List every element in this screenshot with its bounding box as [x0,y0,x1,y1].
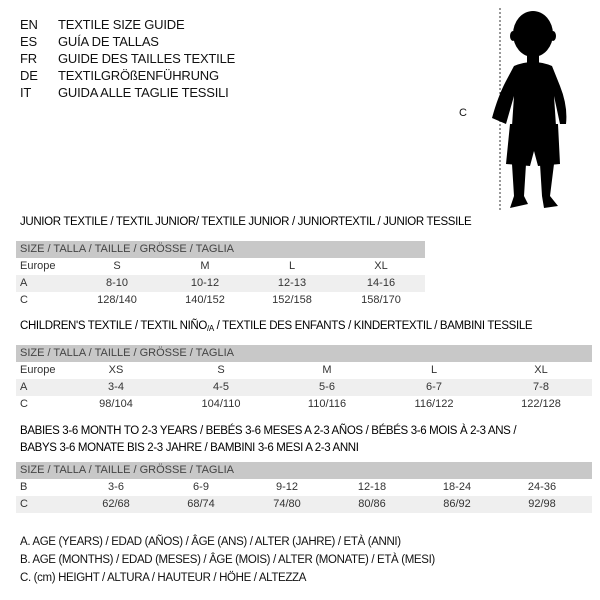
table-cell: 152/158 [272,294,312,306]
table-row: C 98/104 104/110 110/116 116/122 122/128 [16,396,592,413]
table-cell: 98/104 [99,398,133,410]
table-cell: 116/122 [414,398,454,410]
table-cell: 12-18 [357,481,387,493]
babies-size-table: SIZE / TALLA / TAILLE / GRÖSSE / TAGLIA B… [16,462,592,513]
row-label: C [20,294,28,306]
table-cell: 9-12 [275,481,299,493]
table-cell: L [288,260,296,272]
legend-a: A. AGE (YEARS) / EDAD (AÑOS) / ÂGE (ANS)… [20,536,401,548]
table-cell: 74/80 [273,498,301,510]
table-row: A 8-10 10-12 12-13 14-16 [16,275,425,292]
table-row: A 3-4 4-5 5-6 6-7 7-8 [16,379,592,396]
table-cell: 5-6 [319,381,335,393]
table-cell: 24-36 [527,481,557,493]
table-header: SIZE / TALLA / TAILLE / GRÖSSE / TAGLIA [16,345,592,362]
table-cell: 104/110 [201,398,241,410]
table-cell: 92/98 [528,498,556,510]
legend-c: C. (cm) HEIGHT / ALTURA / HAUTEUR / HÖHE… [20,572,307,584]
table-cell: 8-10 [105,277,129,289]
babies-title-line1: BABIES 3-6 MONTH TO 2-3 YEARS / BEBÉS 3-… [20,425,517,437]
table-cell: XL [374,260,388,272]
table-cell: 6-9 [193,481,209,493]
height-measure-label: C [459,107,467,119]
row-label: A [20,381,28,393]
row-label: B [20,481,28,493]
language-en: EN TEXTILE SIZE GUIDE [20,17,185,32]
table-cell: 158/170 [361,294,401,306]
children-title: CHILDREN'S TEXTILE / TEXTIL NIÑO/A / TEX… [20,320,533,333]
table-cell: 12-13 [277,277,307,289]
table-cell: XL [534,364,548,376]
table-cell: 122/128 [521,398,561,410]
legend-b: B. AGE (MONTHS) / EDAD (MESES) / ÂGE (MO… [20,554,435,566]
child-silhouette-icon [492,8,567,210]
row-label: C [20,498,28,510]
table-row: Europe XS S M L XL [16,362,592,379]
table-row: C 128/140 140/152 152/158 158/170 [16,292,425,309]
table-cell: 80/86 [358,498,386,510]
table-cell: XS [108,364,124,376]
table-cell: 10-12 [190,277,220,289]
table-cell: 86/92 [443,498,471,510]
table-cell: 62/68 [102,498,130,510]
table-cell: 3-4 [108,381,124,393]
language-fr: FR GUIDE DES TAILLES TEXTILE [20,51,236,66]
table-cell: 4-5 [213,381,229,393]
table-cell: 18-24 [442,481,472,493]
table-cell: 6-7 [426,381,442,393]
junior-size-table: SIZE / TALLA / TAILLE / GRÖSSE / TAGLIA E… [16,241,425,309]
table-cell: 140/152 [185,294,225,306]
table-cell: S [217,364,225,376]
language-it: IT GUIDA ALLE TAGLIE TESSILI [20,85,229,100]
babies-title-line2: BABYS 3-6 MONATE BIS 2-3 JAHRE / BAMBINI… [20,442,359,454]
table-cell: 3-6 [108,481,124,493]
language-es: ES GUÍA DE TALLAS [20,34,159,49]
table-row: B 3-6 6-9 9-12 12-18 18-24 24-36 [16,479,592,496]
junior-title: JUNIOR TEXTILE / TEXTIL JUNIOR/ TEXTILE … [20,216,472,228]
row-label: Europe [20,364,56,376]
table-cell: 68/74 [187,498,215,510]
table-cell: 110/116 [307,398,347,410]
table-cell: L [430,364,438,376]
table-row: Europe S M L XL [16,258,425,275]
table-cell: 7-8 [533,381,549,393]
children-size-table: SIZE / TALLA / TAILLE / GRÖSSE / TAGLIA E… [16,345,592,413]
table-header: SIZE / TALLA / TAILLE / GRÖSSE / TAGLIA [16,462,592,479]
table-header: SIZE / TALLA / TAILLE / GRÖSSE / TAGLIA [16,241,425,258]
row-label: C [20,398,28,410]
row-label: Europe [20,260,56,272]
language-de: DE TEXTILGRÖßENFÜHRUNG [20,68,219,83]
row-label: A [20,277,28,289]
table-cell: M [200,260,210,272]
table-row: C 62/68 68/74 74/80 80/86 86/92 92/98 [16,496,592,513]
table-cell: M [322,364,332,376]
table-cell: 14-16 [366,277,396,289]
table-cell: 128/140 [97,294,137,306]
table-cell: S [113,260,121,272]
